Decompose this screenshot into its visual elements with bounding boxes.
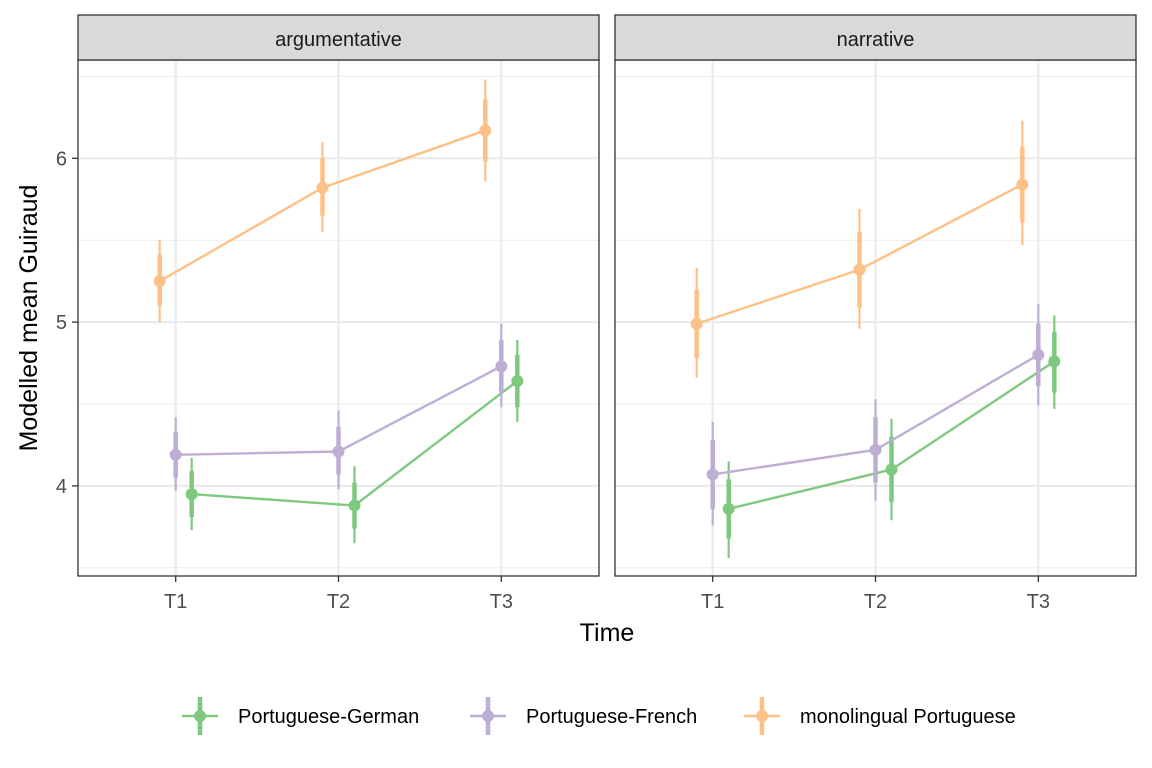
panel-narrative: narrative T1 T2 T3: [614, 14, 1137, 613]
mean-point: [853, 263, 866, 276]
x-tick-label: T1: [701, 591, 724, 613]
x-axis-title: Time: [580, 619, 635, 647]
mean-point: [869, 443, 882, 456]
y-tick-label: 5: [56, 312, 67, 334]
mean-point: [185, 488, 198, 501]
series-monolingual-portuguese: [690, 120, 1029, 378]
legend-key-point: [756, 710, 768, 722]
mean-point: [479, 124, 492, 137]
mean-point: [706, 468, 719, 481]
legend: Portuguese-German Portuguese-French monoli…: [182, 697, 1016, 735]
legend-key-point: [482, 710, 494, 722]
legend-label: Portuguese-French: [526, 706, 697, 728]
mean-point: [722, 502, 735, 515]
series-portuguese-german: [722, 315, 1061, 558]
mean-point: [495, 360, 508, 373]
strip-background: [614, 14, 1137, 61]
mean-point: [885, 463, 898, 476]
mean-point: [332, 445, 345, 458]
series-portuguese-french: [169, 323, 508, 491]
x-tick-label: T2: [327, 591, 350, 613]
y-tick-label: 6: [56, 148, 67, 170]
mean-point: [1032, 348, 1045, 361]
panels: argumentative T1 T2 T3 4 5 6 narrative T1 T2 T3: [56, 14, 1137, 613]
legend-entry: Portuguese-French: [470, 697, 697, 735]
legend-label: monolingual Portuguese: [800, 706, 1016, 728]
mean-point: [316, 181, 329, 194]
legend-key-point: [194, 710, 206, 722]
series-portuguese-french: [706, 304, 1045, 526]
strip-label: narrative: [837, 29, 915, 51]
mean-point: [511, 375, 524, 388]
mean-point: [690, 317, 703, 330]
x-tick-label: T2: [864, 591, 887, 613]
strip-label: argumentative: [275, 29, 402, 51]
x-tick-label: T3: [490, 591, 513, 613]
y-tick-label: 4: [56, 476, 67, 498]
legend-entry: monolingual Portuguese: [744, 697, 1016, 735]
mean-point: [153, 275, 166, 288]
mean-point: [1016, 178, 1029, 191]
mean-point: [1048, 355, 1061, 368]
series-monolingual-portuguese: [153, 79, 492, 323]
legend-entry: Portuguese-German: [182, 697, 419, 735]
mean-point: [348, 499, 361, 512]
legend-label: Portuguese-German: [238, 706, 419, 728]
series-portuguese-german: [185, 340, 524, 544]
strip-background: [77, 14, 600, 61]
mean-point: [169, 448, 182, 461]
x-tick-label: T1: [164, 591, 187, 613]
x-tick-label: T3: [1027, 591, 1050, 613]
y-axis-title: Modelled mean Guiraud: [15, 185, 43, 452]
panel-argumentative: argumentative T1 T2 T3 4 5 6: [56, 14, 600, 613]
